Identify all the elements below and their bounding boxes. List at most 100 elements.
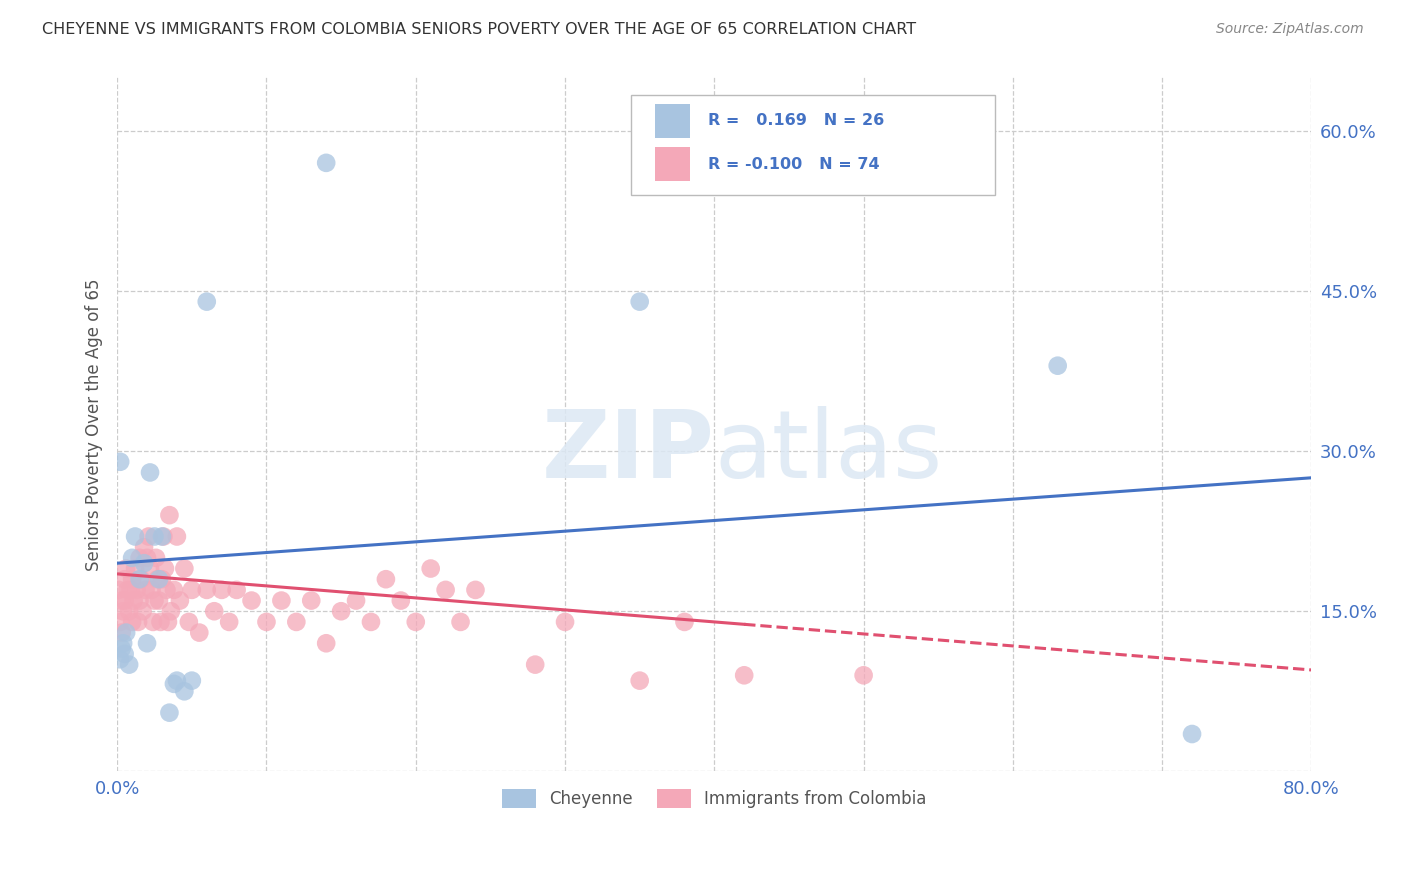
Point <box>150 572 173 586</box>
Point <box>163 677 186 691</box>
Point <box>211 582 233 597</box>
Point <box>285 615 308 629</box>
Point <box>107 582 129 597</box>
Point <box>143 529 166 543</box>
Bar <box>655 104 690 137</box>
Point <box>315 636 337 650</box>
Point <box>374 572 396 586</box>
Point <box>673 615 696 629</box>
Point <box>129 572 152 586</box>
Point <box>202 604 225 618</box>
Point <box>450 615 472 629</box>
Point <box>142 615 165 629</box>
Point <box>153 561 176 575</box>
Point <box>132 540 155 554</box>
Point <box>1181 727 1204 741</box>
Point <box>108 615 131 629</box>
Point <box>121 615 143 629</box>
Point <box>114 593 136 607</box>
Point <box>128 550 150 565</box>
Point <box>124 561 146 575</box>
Point <box>330 604 353 618</box>
Point <box>145 550 167 565</box>
Point <box>156 615 179 629</box>
Point <box>121 572 143 586</box>
Text: ZIP: ZIP <box>541 406 714 498</box>
Text: Source: ZipAtlas.com: Source: ZipAtlas.com <box>1216 22 1364 37</box>
Point <box>149 615 172 629</box>
Point <box>270 593 292 607</box>
Point <box>128 572 150 586</box>
Point <box>360 615 382 629</box>
Point <box>118 604 141 618</box>
Point <box>111 641 134 656</box>
Point <box>138 529 160 543</box>
Point <box>163 582 186 597</box>
Point <box>434 582 457 597</box>
Point <box>177 615 200 629</box>
Point <box>117 582 139 597</box>
Point <box>136 550 159 565</box>
Point <box>152 529 174 543</box>
Point <box>180 673 202 688</box>
Point <box>131 604 153 618</box>
Point <box>195 294 218 309</box>
Point <box>135 582 157 597</box>
Point <box>344 593 367 607</box>
Point <box>169 593 191 607</box>
Point <box>173 684 195 698</box>
Point <box>111 593 134 607</box>
Point <box>121 550 143 565</box>
Point <box>628 294 651 309</box>
Point <box>118 657 141 672</box>
Point <box>136 636 159 650</box>
Y-axis label: Seniors Poverty Over the Age of 65: Seniors Poverty Over the Age of 65 <box>86 278 103 571</box>
Point <box>141 582 163 597</box>
Point <box>115 625 138 640</box>
Point <box>554 615 576 629</box>
Point <box>122 593 145 607</box>
Point <box>143 593 166 607</box>
Point <box>173 561 195 575</box>
Point <box>127 615 149 629</box>
Point <box>150 529 173 543</box>
Point <box>112 604 135 618</box>
Point <box>111 625 134 640</box>
Point <box>125 582 148 597</box>
Point <box>180 582 202 597</box>
Point <box>139 466 162 480</box>
Point <box>299 593 322 607</box>
Point <box>120 582 142 597</box>
Point <box>132 556 155 570</box>
Point <box>166 529 188 543</box>
Point <box>114 647 136 661</box>
Legend: Cheyenne, Immigrants from Colombia: Cheyenne, Immigrants from Colombia <box>495 782 934 815</box>
Point <box>139 561 162 575</box>
FancyBboxPatch shape <box>631 95 995 195</box>
Point <box>159 706 181 720</box>
Bar <box>655 147 690 181</box>
Point <box>389 593 412 607</box>
Text: atlas: atlas <box>714 406 942 498</box>
Text: R = -0.100   N = 74: R = -0.100 N = 74 <box>709 156 880 171</box>
Text: R =   0.169   N = 26: R = 0.169 N = 26 <box>709 113 884 128</box>
Point <box>115 561 138 575</box>
Point <box>628 673 651 688</box>
Point <box>148 572 170 586</box>
Point <box>108 652 131 666</box>
Point <box>124 529 146 543</box>
Point <box>1046 359 1069 373</box>
Point <box>159 508 181 523</box>
Point <box>852 668 875 682</box>
Point <box>160 604 183 618</box>
Point <box>464 582 486 597</box>
Point <box>114 572 136 586</box>
Point <box>218 615 240 629</box>
Point <box>146 572 169 586</box>
Point <box>128 593 150 607</box>
Point <box>315 156 337 170</box>
Point <box>256 615 278 629</box>
Point <box>112 636 135 650</box>
Point <box>405 615 427 629</box>
Point <box>419 561 441 575</box>
